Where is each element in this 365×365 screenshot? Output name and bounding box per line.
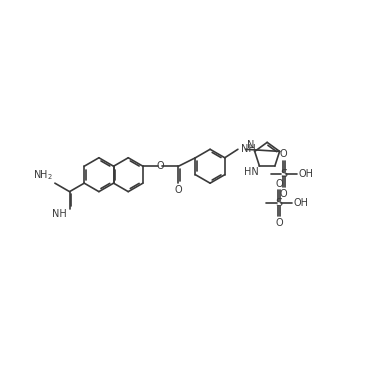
Text: HN: HN [244,167,259,177]
Text: O: O [156,161,164,171]
Text: OH: OH [298,169,313,179]
Text: NH: NH [241,143,256,154]
Text: O: O [275,178,283,189]
Text: NH: NH [53,210,67,219]
Text: NH$_2$: NH$_2$ [33,169,53,182]
Text: S: S [276,198,283,208]
Text: O: O [280,149,288,159]
Text: O: O [275,218,283,228]
Text: S: S [280,169,287,179]
Text: OH: OH [294,198,309,208]
Text: N: N [247,140,254,150]
Text: O: O [175,185,182,195]
Text: O: O [280,189,288,199]
